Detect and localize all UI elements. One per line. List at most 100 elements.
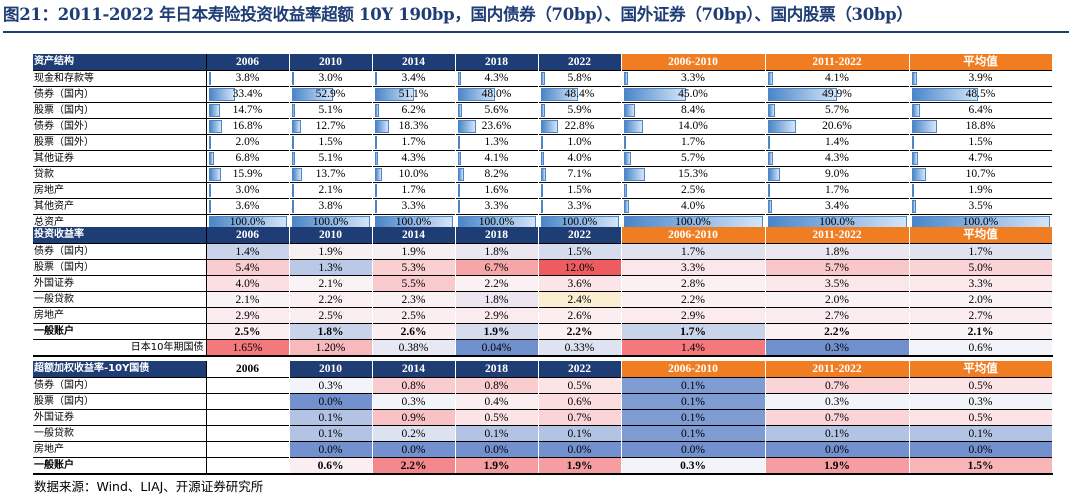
investment-yield-table: 投资收益率 2006 2010 2014 2018 2022 2006-2010 2011-2…	[33, 227, 1053, 357]
value-cell: 15.9%	[206, 166, 290, 183]
value-text: 3.3%	[484, 200, 509, 212]
value-cell: 3.5%	[909, 198, 1053, 215]
value-cell: 5.1%	[289, 102, 373, 119]
value-cell: 3.4%	[765, 198, 910, 215]
table-row: 房地产 3.0% 2.1% 1.7% 1.6% 1.5% 2.5% 1.7% 1.9%	[33, 182, 1053, 199]
value-cell: 3.3%	[372, 198, 456, 215]
column-header: 平均值	[909, 227, 1053, 244]
excess-yield-table: 超额加权收益率-10Y国债 2006 2010 2014 2018 2022 2006-20…	[33, 361, 1053, 475]
data-bar	[911, 200, 917, 213]
data-bar	[208, 184, 211, 197]
value-cell: 5.9%	[538, 102, 622, 119]
value-text: 48.5%	[965, 88, 996, 100]
table-row: 股票（国外） 2.0% 1.5% 1.7% 1.3% 1.0% 1.7% 1.4% 1.5%	[33, 134, 1053, 151]
value-text: 3.4%	[825, 200, 849, 212]
value-text: 1.4%	[825, 136, 849, 148]
value-text: 5.1%	[318, 152, 343, 164]
value-text: 100.0%	[819, 216, 855, 228]
value-cell: 48.4%	[538, 86, 622, 103]
value-text: 14.0%	[678, 120, 708, 132]
value-cell: 6.8%	[206, 150, 290, 167]
value-cell: 6.7%	[455, 259, 539, 276]
column-header: 2006-2010	[621, 54, 766, 71]
value-cell: 3.3%	[538, 198, 622, 215]
value-cell: 10.0%	[372, 166, 456, 183]
value-text: 100.0%	[312, 216, 349, 228]
column-header: 2010	[289, 227, 373, 244]
column-header: 平均值	[909, 54, 1053, 71]
value-text: 2.0%	[235, 136, 260, 148]
row-label: 房地产	[33, 182, 207, 199]
data-bar	[457, 136, 460, 149]
value-cell: 0.3%	[372, 393, 456, 410]
value-cell: 3.3%	[621, 259, 766, 276]
data-bar	[623, 152, 632, 165]
value-cell: 5.4%	[206, 259, 290, 276]
value-cell: 2.0%	[909, 291, 1053, 308]
value-text: 48.0%	[481, 88, 512, 100]
data-bar	[457, 184, 460, 197]
value-cell: 1.7%	[621, 323, 766, 340]
value-cell: 5.6%	[455, 102, 539, 119]
value-cell: 0.8%	[372, 377, 456, 394]
value-text: 3.3%	[401, 200, 426, 212]
data-bar	[457, 120, 476, 133]
value-cell: 2.0%	[206, 134, 290, 151]
data-bar	[374, 104, 380, 117]
value-cell: 2.0%	[765, 291, 910, 308]
data-bar	[291, 200, 295, 213]
value-text: 4.0%	[681, 200, 705, 212]
value-cell: 0.0%	[765, 441, 910, 458]
table2-section-title: 投资收益率	[33, 227, 207, 244]
value-cell: 2.3%	[372, 291, 456, 308]
value-cell	[206, 457, 290, 474]
value-text: 15.3%	[678, 168, 708, 180]
value-text: 6.8%	[235, 152, 260, 164]
data-bar	[540, 136, 543, 149]
value-cell: 2.2%	[289, 291, 373, 308]
table-row: 总资产 100.0% 100.0% 100.0% 100.0% 100.0% 100.0% 1…	[33, 214, 1053, 231]
value-cell: 12.7%	[289, 118, 373, 135]
row-label: 股票（国内）	[33, 393, 207, 410]
table-row: 债券（国内） 0.3% 0.8% 0.8% 0.5% 0.1% 0.7% 0.5%	[33, 377, 1053, 394]
value-cell: 2.5%	[372, 307, 456, 324]
title-rule	[3, 31, 1069, 33]
value-text: 1.5%	[567, 184, 592, 196]
value-cell: 48.0%	[455, 86, 539, 103]
value-text: 9.0%	[825, 168, 849, 180]
value-cell: 14.7%	[206, 102, 290, 119]
value-cell: 1.65%	[206, 339, 290, 356]
value-cell: 0.6%	[538, 393, 622, 410]
value-cell: 5.7%	[765, 259, 910, 276]
value-cell: 100.0%	[909, 214, 1053, 231]
data-bar	[540, 184, 543, 197]
value-cell: 2.5%	[621, 182, 766, 199]
value-cell: 4.0%	[206, 275, 290, 292]
value-text: 3.0%	[318, 72, 343, 84]
value-cell: 1.7%	[372, 134, 456, 151]
data-bar	[911, 184, 915, 197]
value-cell: 0.3%	[765, 393, 910, 410]
data-bar	[623, 104, 636, 117]
value-cell: 1.8%	[289, 323, 373, 340]
value-cell: 23.6%	[455, 118, 539, 135]
value-text: 22.8%	[564, 120, 595, 132]
row-label: 一般账户	[33, 457, 207, 474]
value-cell: 100.0%	[621, 214, 766, 231]
table-row: 股票（国内） 14.7% 5.1% 6.2% 5.6% 5.9% 8.4% 5.7% 6.4%	[33, 102, 1053, 119]
value-cell: 4.0%	[538, 150, 622, 167]
value-text: 4.1%	[484, 152, 509, 164]
value-text: 13.7%	[315, 168, 346, 180]
value-text: 6.4%	[968, 104, 993, 116]
value-cell: 0.1%	[765, 425, 910, 442]
value-text: 52.9%	[315, 88, 346, 100]
column-header: 2006-2010	[621, 227, 766, 244]
value-text: 8.2%	[484, 168, 509, 180]
value-text: 1.9%	[968, 184, 993, 196]
value-cell: 4.0%	[621, 198, 766, 215]
value-cell: 0.7%	[765, 409, 910, 426]
value-cell: 1.8%	[765, 243, 910, 260]
column-header: 2022	[538, 361, 622, 378]
value-text: 5.1%	[318, 104, 343, 116]
data-bar	[374, 120, 389, 133]
